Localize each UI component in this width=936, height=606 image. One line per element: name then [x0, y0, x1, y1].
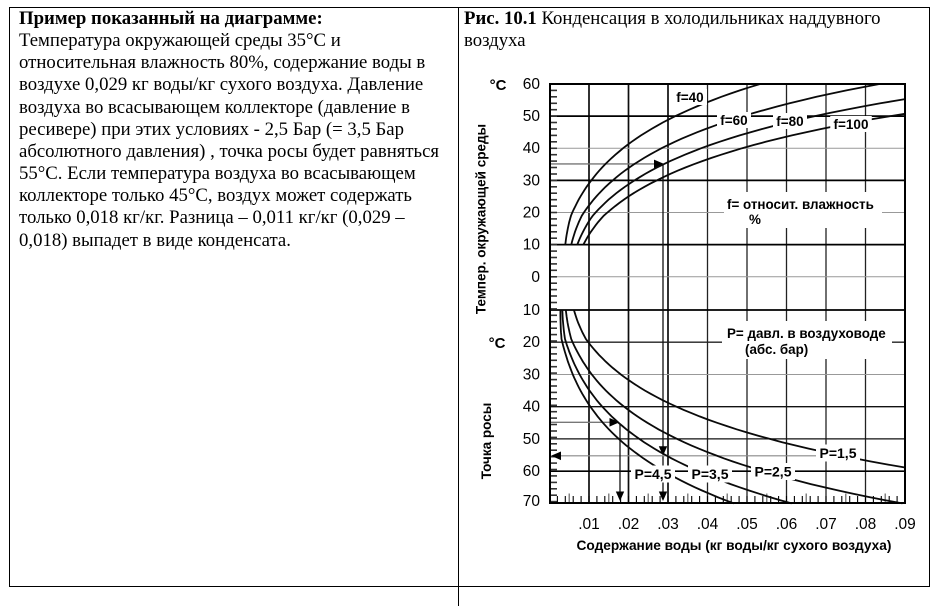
- svg-text:.09: .09: [894, 516, 916, 533]
- svg-text:°C: °C: [490, 77, 507, 94]
- svg-text:.04: .04: [697, 516, 719, 533]
- svg-text:f= относит. влажность: f= относит. влажность: [727, 197, 874, 212]
- svg-text:P=2,5: P=2,5: [755, 464, 792, 480]
- svg-text:f=60: f=60: [720, 113, 747, 128]
- svg-text:Темпер. окружающей среды: Темпер. окружающей среды: [474, 124, 489, 314]
- svg-text:°C: °C: [489, 335, 506, 352]
- svg-text:f=100: f=100: [834, 117, 869, 132]
- svg-text:Содержание воды (кг воды/кг су: Содержание воды (кг воды/кг сухого возду…: [577, 538, 892, 553]
- svg-text:Точка росы: Точка росы: [479, 403, 494, 480]
- svg-text:70: 70: [523, 493, 541, 510]
- svg-text:30: 30: [523, 367, 541, 384]
- svg-text:P=4,5: P=4,5: [635, 466, 672, 482]
- svg-text:10: 10: [523, 237, 541, 254]
- svg-text:10: 10: [523, 302, 541, 319]
- svg-text:.07: .07: [815, 516, 837, 533]
- svg-text:.03: .03: [657, 516, 679, 533]
- svg-text:40: 40: [523, 399, 541, 416]
- svg-text:40: 40: [523, 140, 541, 157]
- svg-text:60: 60: [523, 463, 541, 480]
- svg-text:f=40: f=40: [676, 90, 703, 105]
- svg-text:30: 30: [523, 172, 541, 189]
- svg-text:P= давл. в воздуховоде: P= давл. в воздуховоде: [727, 326, 886, 341]
- svg-text:f=80: f=80: [776, 114, 803, 129]
- svg-text:%: %: [749, 212, 761, 227]
- svg-text:.02: .02: [618, 516, 640, 533]
- svg-text:20: 20: [523, 334, 541, 351]
- svg-text:.06: .06: [776, 516, 798, 533]
- svg-text:P=1,5: P=1,5: [820, 445, 857, 461]
- svg-text:0: 0: [531, 269, 540, 286]
- svg-text:P=3,5: P=3,5: [692, 466, 729, 482]
- svg-text:.01: .01: [578, 516, 600, 533]
- svg-text:.05: .05: [736, 516, 758, 533]
- svg-text:60: 60: [523, 76, 541, 93]
- svg-text:50: 50: [523, 108, 541, 125]
- svg-text:50: 50: [523, 431, 541, 448]
- svg-text:(абс. бар): (абс. бар): [745, 342, 808, 357]
- svg-text:20: 20: [523, 205, 541, 222]
- svg-text:.08: .08: [855, 516, 877, 533]
